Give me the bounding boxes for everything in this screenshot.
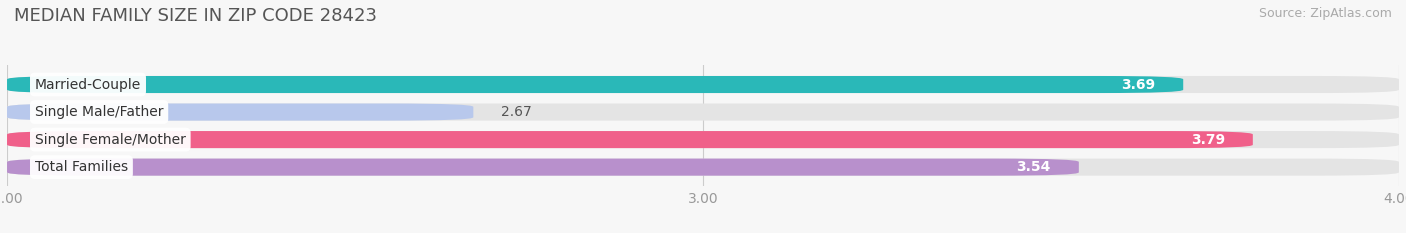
Text: Married-Couple: Married-Couple bbox=[35, 78, 141, 92]
Text: 3.79: 3.79 bbox=[1191, 133, 1225, 147]
Text: 2.67: 2.67 bbox=[501, 105, 531, 119]
Text: 3.54: 3.54 bbox=[1017, 160, 1050, 174]
FancyBboxPatch shape bbox=[7, 103, 474, 121]
Text: Total Families: Total Families bbox=[35, 160, 128, 174]
FancyBboxPatch shape bbox=[7, 131, 1399, 148]
FancyBboxPatch shape bbox=[7, 159, 1078, 176]
Text: MEDIAN FAMILY SIZE IN ZIP CODE 28423: MEDIAN FAMILY SIZE IN ZIP CODE 28423 bbox=[14, 7, 377, 25]
Text: Source: ZipAtlas.com: Source: ZipAtlas.com bbox=[1258, 7, 1392, 20]
FancyBboxPatch shape bbox=[7, 76, 1184, 93]
FancyBboxPatch shape bbox=[7, 76, 1399, 93]
FancyBboxPatch shape bbox=[7, 159, 1399, 176]
Text: Single Female/Mother: Single Female/Mother bbox=[35, 133, 186, 147]
FancyBboxPatch shape bbox=[7, 103, 1399, 121]
Text: 3.69: 3.69 bbox=[1121, 78, 1156, 92]
Text: Single Male/Father: Single Male/Father bbox=[35, 105, 163, 119]
FancyBboxPatch shape bbox=[7, 131, 1253, 148]
